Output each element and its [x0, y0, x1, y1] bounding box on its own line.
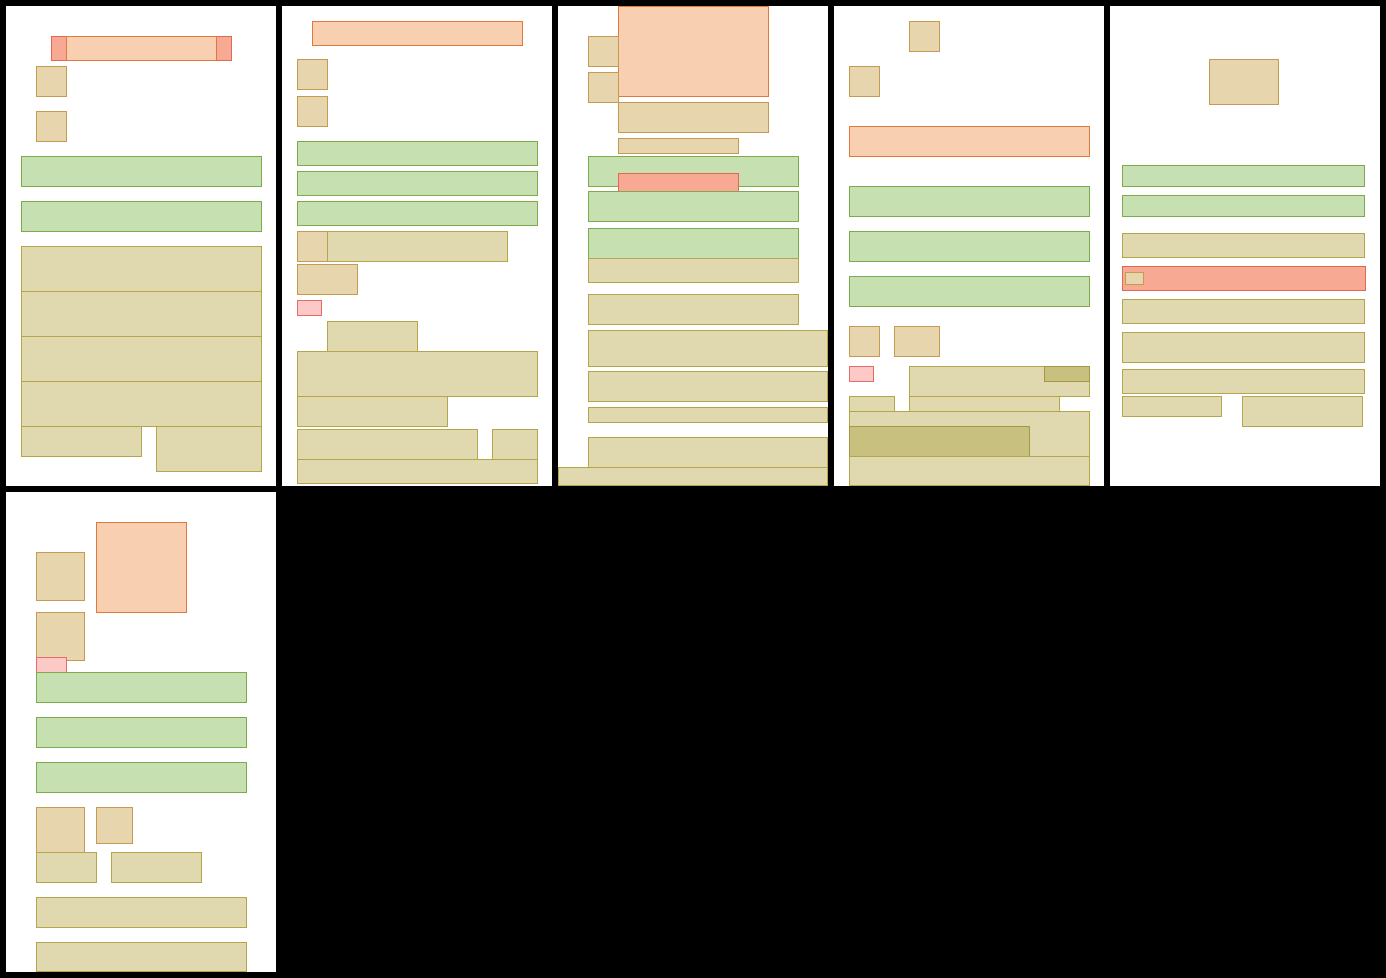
region-box-khaki [588, 258, 799, 283]
region-box-pink [297, 300, 322, 316]
region-box-tan [36, 552, 85, 601]
region-box-khaki [21, 291, 262, 337]
region-box-olive [1044, 366, 1090, 382]
region-box-salmon [1122, 266, 1366, 291]
panel-page-5 [1110, 6, 1380, 486]
region-box-tan [297, 231, 328, 262]
region-box-khaki [327, 321, 418, 352]
region-box-khaki [588, 407, 828, 423]
region-box-tan [1209, 59, 1279, 105]
panel-page-6 [6, 492, 276, 972]
region-box-khaki [21, 381, 262, 427]
region-box-tan [588, 72, 619, 103]
region-box-green [297, 171, 538, 196]
region-box-tan [894, 326, 940, 357]
region-box-green [588, 191, 799, 222]
region-box-khaki [327, 231, 508, 262]
region-box-khaki [588, 371, 828, 402]
region-box-khaki [21, 246, 262, 292]
region-box-tan [297, 96, 328, 127]
region-box-tan [36, 612, 85, 661]
region-box-olive [849, 426, 1030, 457]
region-box-khaki [849, 396, 895, 412]
region-box-khaki [1122, 299, 1365, 324]
region-box-green [849, 276, 1090, 307]
region-box-khaki [1122, 396, 1222, 417]
region-box-green [849, 231, 1090, 262]
region-box-tan [36, 111, 67, 142]
region-box-khaki [1122, 332, 1365, 363]
region-box-orange [66, 36, 217, 61]
region-box-khaki [111, 852, 202, 883]
region-box-tan [909, 21, 940, 52]
region-box-tan [618, 102, 769, 133]
region-box-khaki [36, 942, 247, 972]
region-box-green [297, 141, 538, 166]
region-box-tan [1125, 272, 1144, 285]
region-box-green [21, 156, 262, 187]
panel-page-1 [6, 6, 276, 486]
region-box-pink [36, 657, 67, 673]
region-box-khaki [588, 437, 828, 468]
region-box-green [1122, 165, 1365, 187]
region-box-khaki [492, 429, 538, 460]
region-box-green [297, 201, 538, 226]
region-box-orange [312, 21, 523, 46]
region-box-tan [96, 807, 133, 844]
region-box-khaki [297, 459, 538, 484]
panel-page-4 [834, 6, 1104, 486]
panel-page-2 [282, 6, 552, 486]
region-box-khaki [297, 351, 538, 397]
region-box-khaki [21, 426, 142, 457]
region-box-khaki [1242, 396, 1363, 427]
region-box-tan [618, 138, 739, 154]
region-box-khaki [558, 467, 828, 486]
region-box-khaki [1122, 369, 1365, 394]
region-box-salmon [618, 173, 739, 192]
region-box-tan [849, 66, 880, 97]
region-box-orange [96, 522, 187, 613]
region-box-khaki [588, 330, 828, 367]
region-box-green [36, 672, 247, 703]
region-box-khaki [588, 294, 799, 325]
region-box-green [1122, 195, 1365, 217]
region-box-khaki [36, 852, 97, 883]
region-box-khaki [21, 336, 262, 382]
region-box-tan [297, 264, 358, 295]
region-box-tan [588, 36, 619, 67]
region-box-khaki [1122, 233, 1365, 258]
region-box-green [36, 717, 247, 748]
region-box-khaki [156, 426, 262, 472]
region-box-green [36, 762, 247, 793]
region-box-green [588, 228, 799, 259]
region-box-green [849, 186, 1090, 217]
region-box-orange [849, 126, 1090, 157]
region-box-khaki [297, 396, 448, 427]
region-box-tan [36, 66, 67, 97]
region-box-tan [849, 326, 880, 357]
region-box-orange [618, 6, 769, 97]
region-box-tan [36, 807, 85, 856]
region-box-khaki [849, 456, 1090, 486]
region-box-khaki [36, 897, 247, 928]
region-box-pink [849, 366, 874, 382]
region-box-tan [297, 59, 328, 90]
panel-page-3 [558, 6, 828, 486]
region-box-green [21, 201, 262, 232]
region-box-khaki [297, 429, 478, 460]
